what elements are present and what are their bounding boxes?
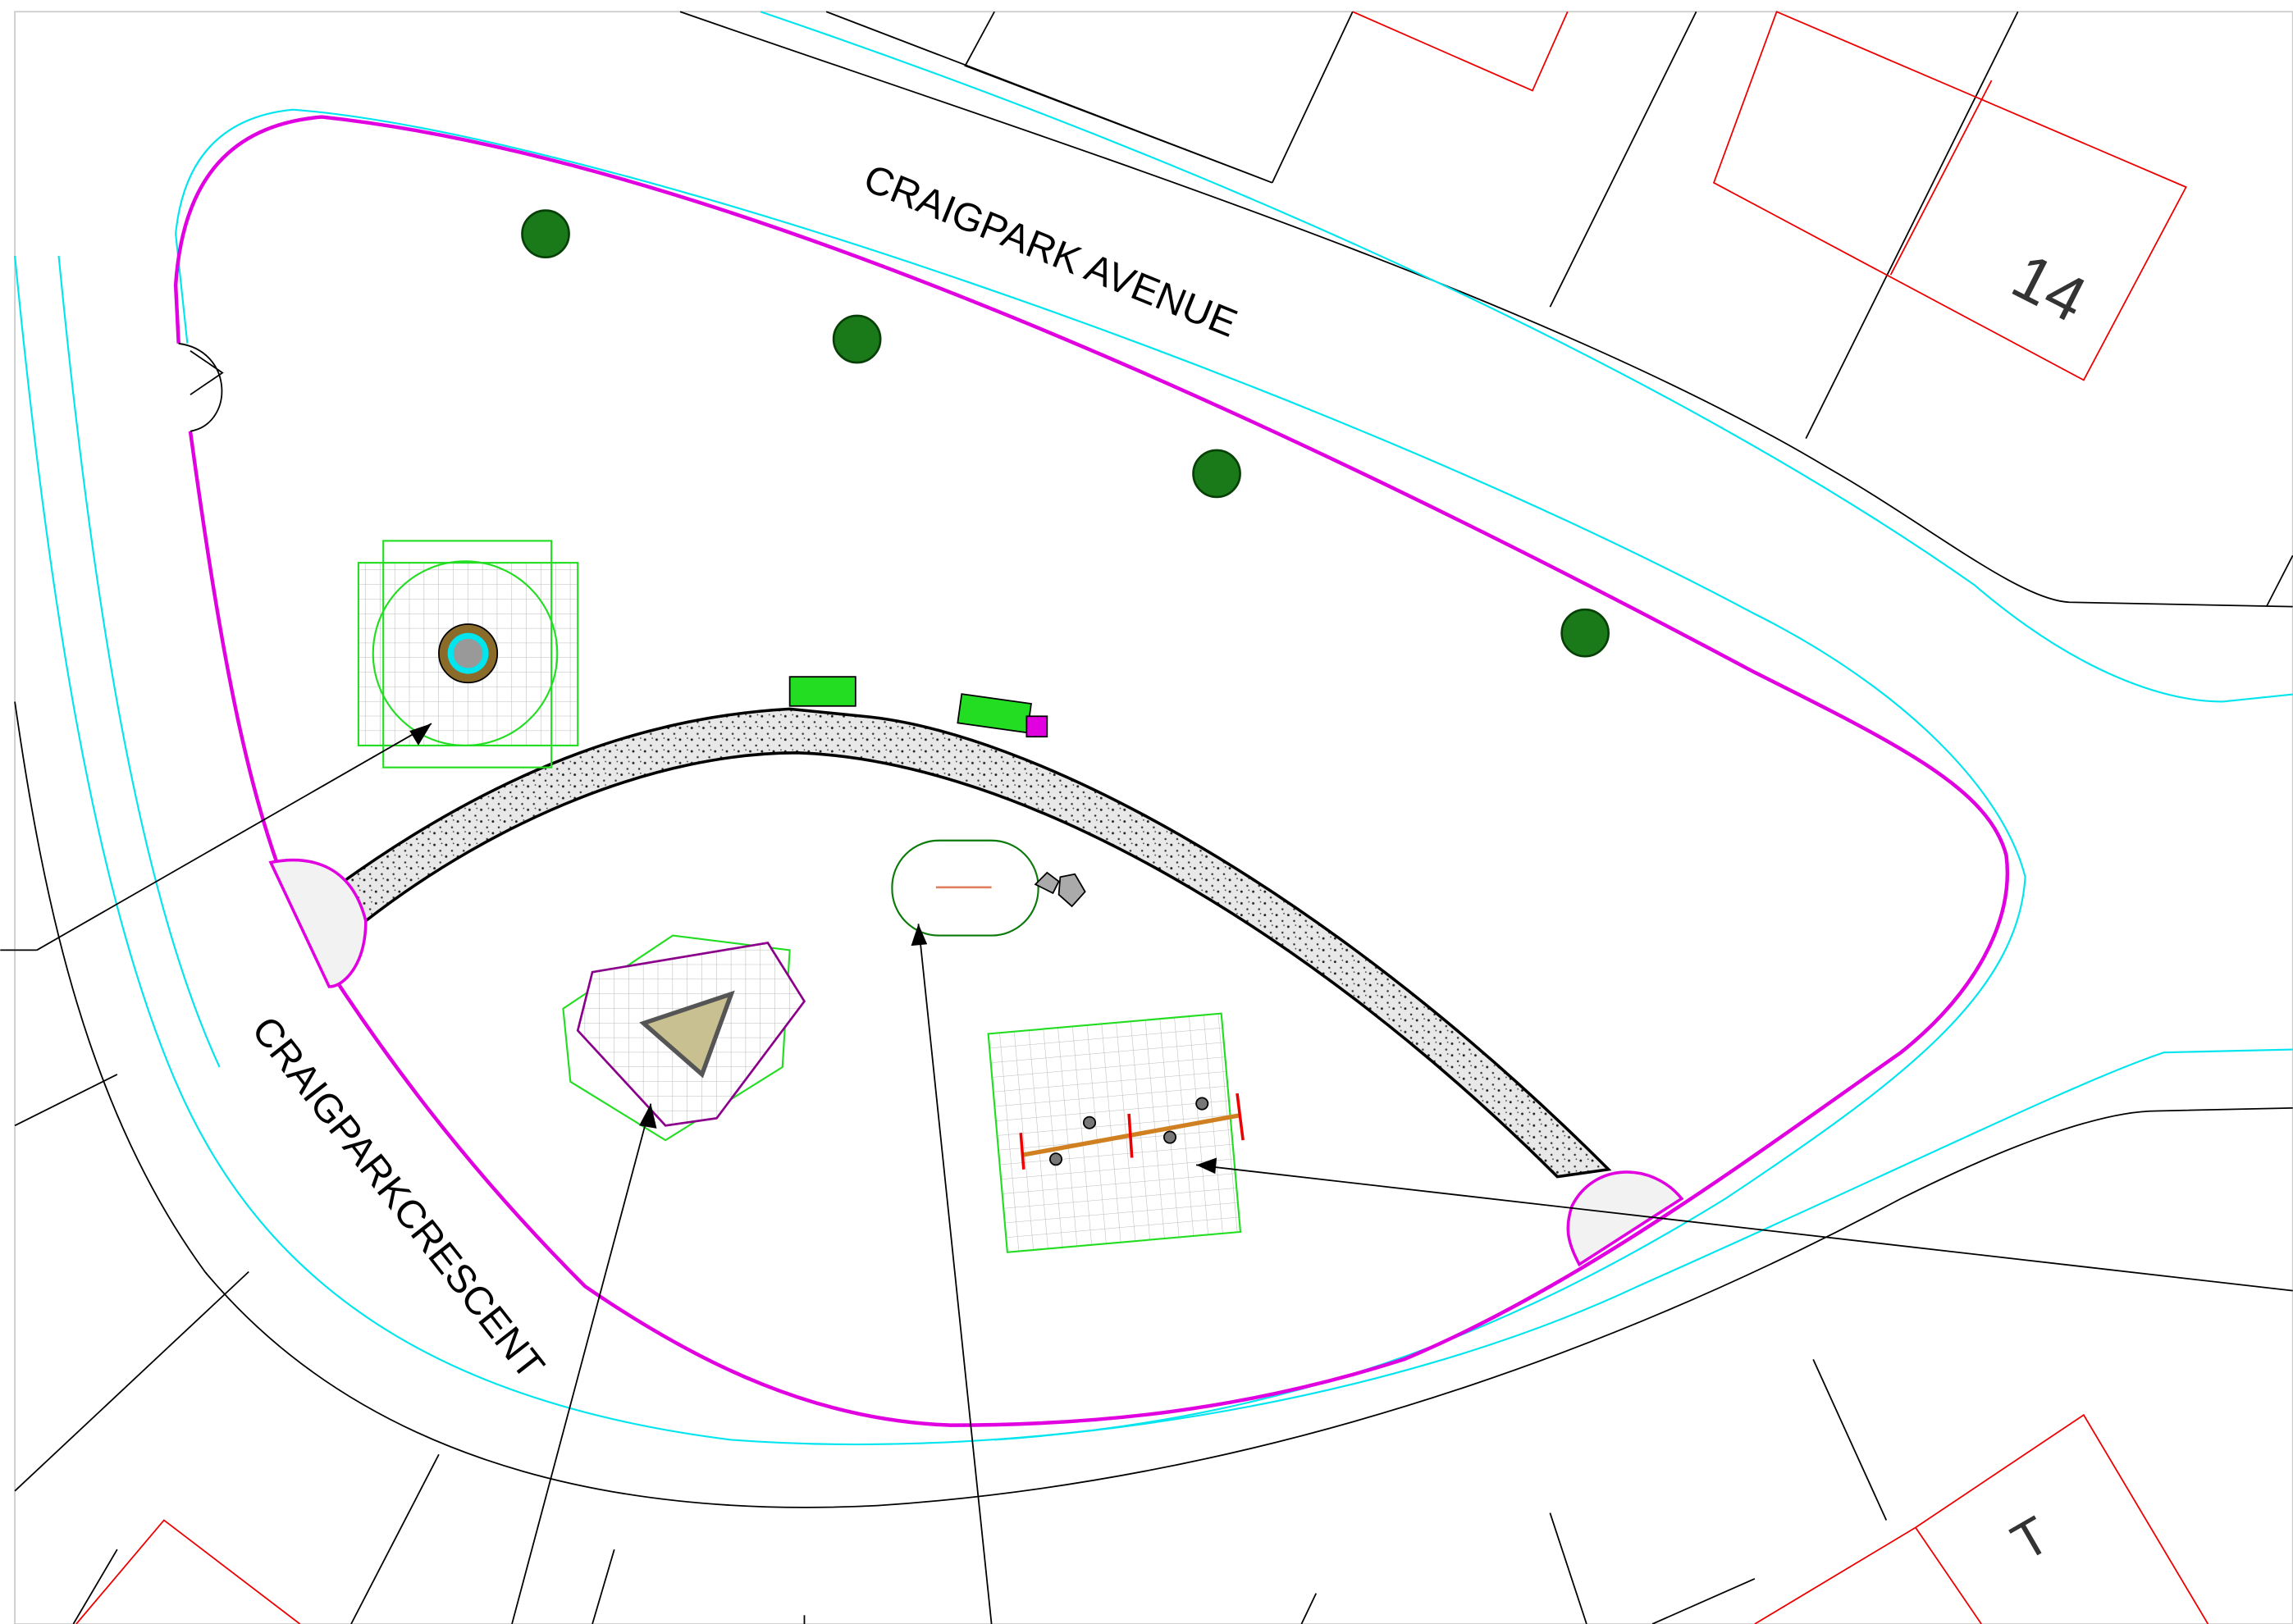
entrance-left (268, 858, 368, 988)
house-outlines (75, 11, 2209, 1624)
roundabout (357, 540, 579, 769)
bin (1025, 715, 1048, 738)
leaders (36, 723, 2293, 1624)
gravel-path (337, 707, 1612, 1179)
frame (14, 11, 2293, 1624)
climbing-frame (562, 934, 806, 1142)
entrance-right (1566, 1170, 1684, 1267)
gate (178, 342, 224, 432)
trees (521, 209, 1610, 658)
springer (891, 839, 1086, 937)
property-lines (0, 11, 2293, 1624)
bench (788, 676, 856, 707)
boundary-fence (173, 115, 2009, 1427)
kerb-lines (14, 11, 2293, 1446)
arrowheads (409, 723, 1217, 1175)
seesaw (987, 1012, 1245, 1253)
